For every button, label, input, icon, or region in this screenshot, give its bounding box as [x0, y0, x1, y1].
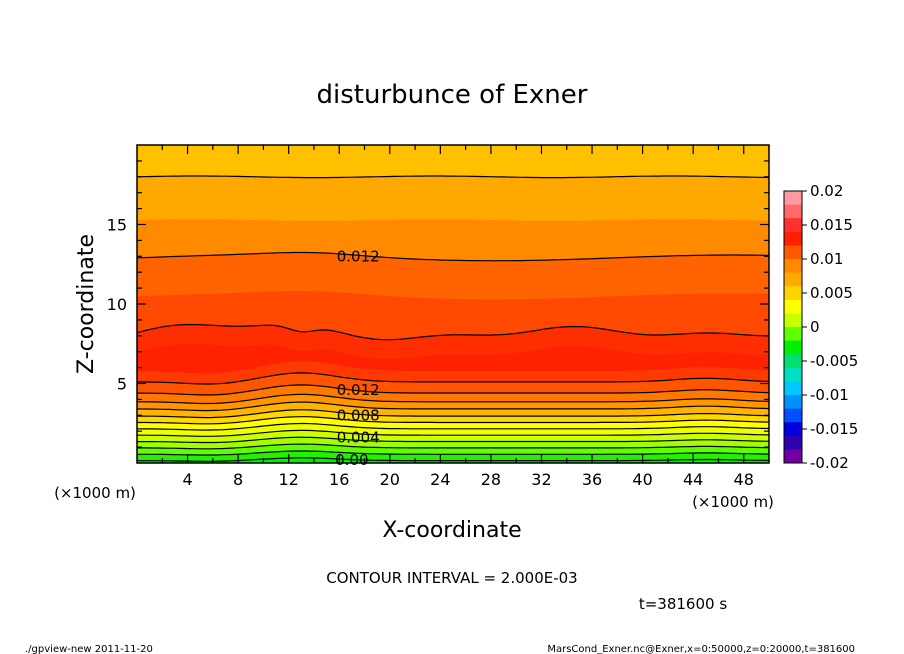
contour-line — [137, 429, 769, 437]
filled-contours — [137, 129, 769, 463]
colorbar-segment — [784, 381, 802, 396]
contour-line — [137, 384, 769, 396]
colorbar-label: 0.01 — [810, 250, 843, 268]
x-axis-label: X-coordinate — [382, 518, 521, 543]
footer-left: ./gpview-new 2011-11-20 — [25, 644, 153, 654]
contour-line — [137, 422, 769, 431]
contour-line — [137, 457, 769, 462]
y-tick-label: 5 — [117, 375, 127, 394]
colorbar-segment — [784, 408, 802, 423]
y-tick-label: 15 — [107, 216, 127, 235]
x-tick-labels: 4 8 12 16 20 24 28 32 36 40 44 48 — [182, 470, 753, 489]
contour-line — [137, 443, 769, 450]
contour-line — [137, 401, 769, 412]
x-tick-label: 44 — [683, 470, 703, 489]
x-tick-label: 16 — [329, 470, 349, 489]
contour-label: 0.008 — [337, 406, 380, 424]
x-tick-label: 4 — [182, 470, 192, 489]
contour-band — [137, 145, 769, 178]
contour-labels: 0.012 0.012 0.008 0.004 0.00 — [335, 247, 380, 469]
y-axis-label: Z-coordinate — [74, 234, 99, 374]
contour-label: 0.004 — [337, 429, 380, 447]
colorbar-segment — [784, 313, 802, 328]
contour-band — [137, 175, 769, 221]
colorbar-segment — [784, 327, 802, 342]
x-tick-label: 28 — [481, 470, 501, 489]
x-tick-label: 20 — [380, 470, 400, 489]
colorbar — [784, 191, 802, 464]
contour-label: 0.012 — [337, 381, 380, 399]
colorbar-segment — [784, 245, 802, 260]
colorbar-segment — [784, 231, 802, 246]
axis-ticks — [137, 145, 770, 463]
x-tick-label: 36 — [582, 470, 602, 489]
contour-line — [137, 393, 769, 405]
contour-line — [137, 323, 769, 341]
colorbar-segment — [784, 449, 802, 464]
colorbar-segment — [784, 204, 802, 219]
contour-line — [137, 175, 769, 179]
chart-title: disturbunce of Exner — [317, 80, 588, 110]
colorbar-segment — [784, 272, 802, 287]
colorbar-labels: 0.02 0.015 0.01 0.005 0 -0.005 -0.01 -0.015 -0.0… — [810, 182, 858, 472]
contour-line — [137, 436, 769, 444]
x-unit-right: (×1000 m) — [692, 493, 774, 511]
x-tick-label: 32 — [531, 470, 551, 489]
colorbar-ticks — [802, 190, 807, 464]
footer-right: MarsCond_Exner.nc@Exner,x=0:50000,z=0:20… — [547, 644, 855, 654]
colorbar-segment — [784, 354, 802, 369]
y-tick-labels: 5 10 15 — [107, 216, 127, 394]
contour-lines — [137, 175, 769, 462]
colorbar-segment — [784, 299, 802, 314]
x-tick-label: 8 — [233, 470, 243, 489]
contour-label: 0.00 — [335, 451, 368, 469]
colorbar-label: -0.005 — [810, 352, 858, 370]
contour-line — [137, 251, 769, 262]
colorbar-segment — [784, 218, 802, 233]
contour-line — [137, 450, 769, 456]
colorbar-segment — [784, 286, 802, 301]
contour-line — [137, 416, 769, 425]
x-tick-label: 48 — [734, 470, 754, 489]
colorbar-label: 0 — [810, 318, 820, 336]
colorbar-label: -0.01 — [810, 386, 849, 404]
y-tick-label: 10 — [107, 295, 127, 314]
colorbar-label: -0.015 — [810, 420, 858, 438]
x-tick-label: 24 — [430, 470, 450, 489]
colorbar-label: 0.005 — [810, 284, 853, 302]
contour-interval-text: CONTOUR INTERVAL = 2.000E-03 — [326, 569, 577, 587]
colorbar-segment — [784, 191, 802, 206]
colorbar-label: 0.015 — [810, 216, 853, 234]
contour-band — [137, 129, 769, 138]
colorbar-label: -0.02 — [810, 454, 849, 472]
colorbar-label: 0.02 — [810, 182, 843, 200]
colorbar-segment — [784, 435, 802, 450]
x-tick-label: 40 — [632, 470, 652, 489]
colorbar-segment — [784, 395, 802, 410]
contour-label: 0.012 — [337, 247, 380, 265]
contour-line — [137, 409, 769, 419]
x-unit-left: (×1000 m) — [54, 484, 136, 502]
colorbar-segment — [784, 367, 802, 382]
contour-line — [137, 372, 769, 385]
x-tick-label: 12 — [279, 470, 299, 489]
time-text: t=381600 s — [639, 595, 727, 613]
colorbar-segment — [784, 259, 802, 274]
colorbar-segment — [784, 422, 802, 437]
colorbar-segment — [784, 340, 802, 355]
